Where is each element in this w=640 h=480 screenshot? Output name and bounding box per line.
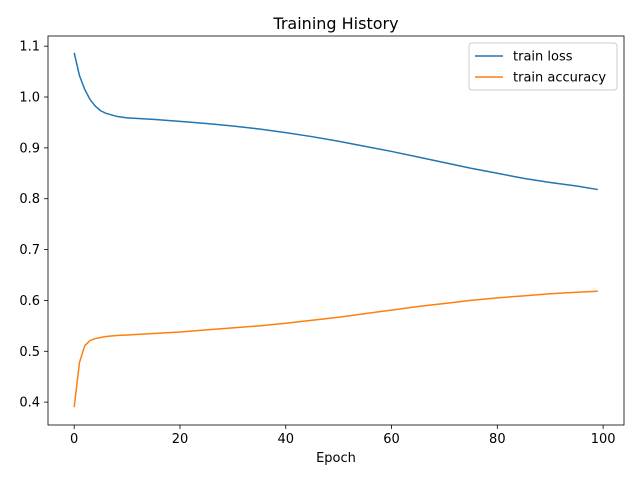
legend-box <box>468 42 618 91</box>
x-tick-label: 80 <box>489 432 506 447</box>
x-axis-label: Epoch <box>316 451 356 466</box>
plot-area: 0 20 40 60 80 100 0.4 0.5 0.6 0.7 0.8 0.9 1.0 1.1 <box>19 35 625 447</box>
legend-label-train-loss: train loss <box>513 50 573 65</box>
legend: train loss train accuracy <box>468 42 618 91</box>
legend-label-train-accuracy: train accuracy <box>513 71 606 86</box>
x-tick-label: 100 <box>591 432 616 447</box>
x-tick-label: 40 <box>277 432 294 447</box>
series-line-train-accuracy <box>73 290 598 408</box>
y-tick-label: 0.4 <box>19 396 40 411</box>
series-line-train-loss <box>73 52 598 191</box>
chart-title: Training History <box>272 14 398 33</box>
y-tick-label: 0.7 <box>19 243 40 258</box>
y-tick-label: 0.5 <box>19 345 40 360</box>
y-tick-label: 1.0 <box>19 91 40 106</box>
y-tick-label: 0.9 <box>19 141 40 156</box>
y-tick-label: 0.8 <box>19 192 40 207</box>
x-tick-label: 60 <box>383 432 400 447</box>
x-tick-label: 0 <box>70 432 78 447</box>
x-tick-label: 20 <box>172 432 189 447</box>
plot-frame <box>47 35 625 426</box>
y-tick-label: 1.1 <box>19 40 40 55</box>
y-tick-label: 0.6 <box>19 294 40 309</box>
